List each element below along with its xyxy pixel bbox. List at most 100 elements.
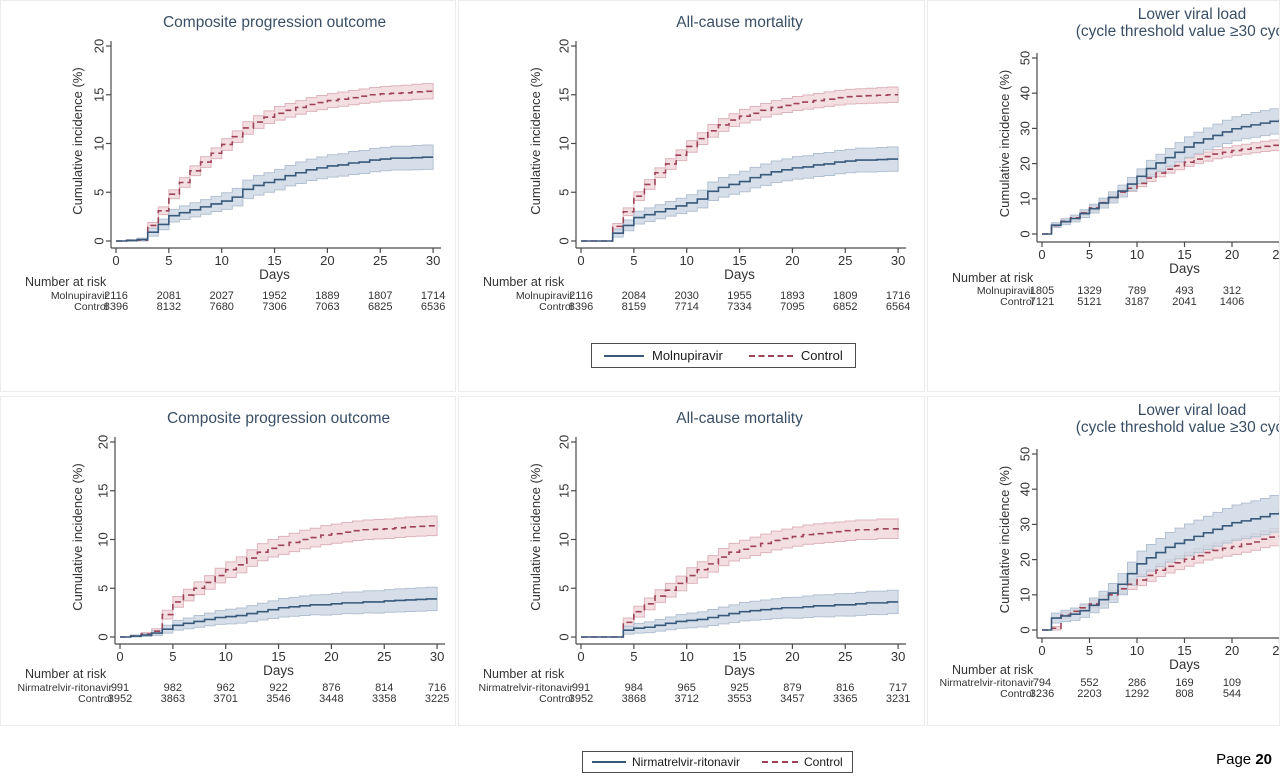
svg-text:Number at risk: Number at risk [25, 275, 107, 289]
svg-text:Control: Control [1000, 296, 1034, 308]
svg-text:816: 816 [836, 682, 854, 694]
chart-canvas-molnupiravir-composite: 0 5 10 15 20 0 5 10 15 20 25 30 Days Cumulative incid… [25, 14, 445, 313]
svg-text:Number at risk: Number at risk [952, 271, 1034, 285]
svg-text:5: 5 [169, 649, 176, 664]
svg-text:20: 20 [556, 39, 571, 53]
svg-text:3358: 3358 [372, 693, 396, 705]
legend-label-molnupiravir: Molnupiravir [652, 348, 723, 363]
svg-text:0: 0 [1038, 643, 1045, 658]
svg-text:Molnupiravir: Molnupiravir [51, 290, 109, 302]
svg-text:All-cause mortality: All-cause mortality [676, 410, 803, 427]
svg-text:3546: 3546 [266, 693, 290, 705]
svg-text:25: 25 [838, 649, 852, 664]
svg-text:25: 25 [1272, 247, 1280, 262]
svg-text:20: 20 [91, 39, 106, 53]
treatment-line-sample [592, 761, 626, 763]
svg-text:Molnupiravir: Molnupiravir [977, 285, 1035, 297]
svg-text:Control: Control [1000, 688, 1034, 700]
svg-text:922: 922 [269, 682, 287, 694]
svg-text:7334: 7334 [727, 301, 751, 313]
svg-text:Control: Control [539, 301, 573, 313]
svg-text:6536: 6536 [421, 301, 445, 313]
svg-text:6564: 6564 [886, 301, 910, 313]
svg-text:7680: 7680 [209, 301, 233, 313]
svg-text:20: 20 [1225, 247, 1239, 262]
svg-text:2041: 2041 [1172, 296, 1196, 308]
svg-text:3365: 3365 [833, 693, 857, 705]
svg-text:3863: 3863 [161, 693, 185, 705]
svg-text:15: 15 [267, 253, 281, 268]
svg-text:20: 20 [320, 253, 334, 268]
svg-text:3225: 3225 [425, 693, 449, 705]
svg-text:10: 10 [556, 136, 571, 150]
svg-text:2027: 2027 [209, 290, 233, 302]
svg-text:2084: 2084 [622, 290, 646, 302]
svg-text:1955: 1955 [727, 290, 751, 302]
svg-text:Cumulative incidence (%): Cumulative incidence (%) [528, 463, 543, 610]
svg-text:109: 109 [1223, 677, 1241, 689]
svg-text:20: 20 [785, 649, 799, 664]
svg-text:Molnupiravir: Molnupiravir [516, 290, 574, 302]
svg-text:Number at risk: Number at risk [25, 667, 107, 681]
svg-text:2081: 2081 [157, 290, 181, 302]
svg-text:Control: Control [539, 693, 573, 705]
svg-text:5: 5 [165, 253, 172, 268]
svg-text:3231: 3231 [886, 693, 910, 705]
svg-text:5: 5 [1086, 643, 1093, 658]
page-value: 20 [1255, 751, 1272, 768]
svg-text:552: 552 [1080, 677, 1098, 689]
svg-text:Number at risk: Number at risk [483, 667, 565, 681]
svg-text:1893: 1893 [780, 290, 804, 302]
svg-text:Days: Days [724, 267, 755, 282]
km-panel-molnupiravir-mortality: 0 5 10 15 20 0 5 10 15 20 25 30 Days Cumulative incid… [458, 0, 925, 392]
svg-text:789: 789 [1128, 285, 1146, 297]
svg-text:30: 30 [891, 649, 905, 664]
svg-text:7714: 7714 [674, 301, 698, 313]
svg-text:10: 10 [1017, 588, 1032, 602]
svg-text:984: 984 [625, 682, 643, 694]
svg-text:Composite progression outcome: Composite progression outcome [163, 14, 386, 31]
svg-text:Nirmatrelvir-ritonavir: Nirmatrelvir-ritonavir [17, 682, 112, 694]
svg-text:0: 0 [1017, 626, 1032, 633]
svg-text:3457: 3457 [780, 693, 804, 705]
svg-text:10: 10 [1130, 247, 1144, 262]
svg-text:Lower viral load: Lower viral load [1138, 6, 1247, 23]
svg-text:Control: Control [74, 301, 108, 313]
chart-canvas-molnupiravir-mortality: 0 5 10 15 20 0 5 10 15 20 25 30 Days Cumulative incid… [483, 14, 910, 313]
svg-text:962: 962 [217, 682, 235, 694]
svg-text:Nirmatrelvir-ritonavir: Nirmatrelvir-ritonavir [939, 677, 1034, 689]
svg-text:Cumulative incidence (%): Cumulative incidence (%) [997, 466, 1012, 613]
svg-text:8396: 8396 [569, 301, 593, 313]
svg-text:493: 493 [1175, 285, 1193, 297]
svg-text:5: 5 [1086, 247, 1093, 262]
svg-text:10: 10 [91, 136, 106, 150]
svg-text:Cumulative incidence (%): Cumulative incidence (%) [70, 67, 85, 214]
svg-text:1889: 1889 [315, 290, 339, 302]
svg-text:0: 0 [1017, 230, 1032, 237]
svg-text:5: 5 [95, 585, 110, 592]
svg-text:1406: 1406 [1220, 296, 1244, 308]
svg-text:Days: Days [724, 663, 755, 678]
svg-text:25: 25 [373, 253, 387, 268]
svg-text:814: 814 [375, 682, 393, 694]
svg-text:0: 0 [577, 253, 584, 268]
svg-text:794: 794 [1033, 677, 1051, 689]
svg-text:1809: 1809 [833, 290, 857, 302]
svg-text:3187: 3187 [1125, 296, 1149, 308]
svg-text:10: 10 [214, 253, 228, 268]
svg-text:50: 50 [1017, 447, 1032, 461]
svg-text:0: 0 [556, 237, 571, 244]
svg-text:0: 0 [116, 649, 123, 664]
svg-text:5: 5 [556, 585, 571, 592]
svg-text:876: 876 [322, 682, 340, 694]
svg-text:1952: 1952 [262, 290, 286, 302]
chart-canvas-molnupiravir-viral-load: 01020304050051015202530DaysCumulative in… [952, 6, 1280, 308]
svg-text:925: 925 [730, 682, 748, 694]
legend-nirmatrelvir: Nirmatrelvir-ritonavir Control [582, 751, 853, 773]
svg-text:5: 5 [556, 189, 571, 196]
svg-text:879: 879 [783, 682, 801, 694]
treatment-line-sample [604, 354, 644, 357]
svg-text:Composite progression outcome: Composite progression outcome [167, 410, 390, 427]
svg-text:10: 10 [1130, 643, 1144, 658]
svg-text:Number at risk: Number at risk [483, 275, 565, 289]
